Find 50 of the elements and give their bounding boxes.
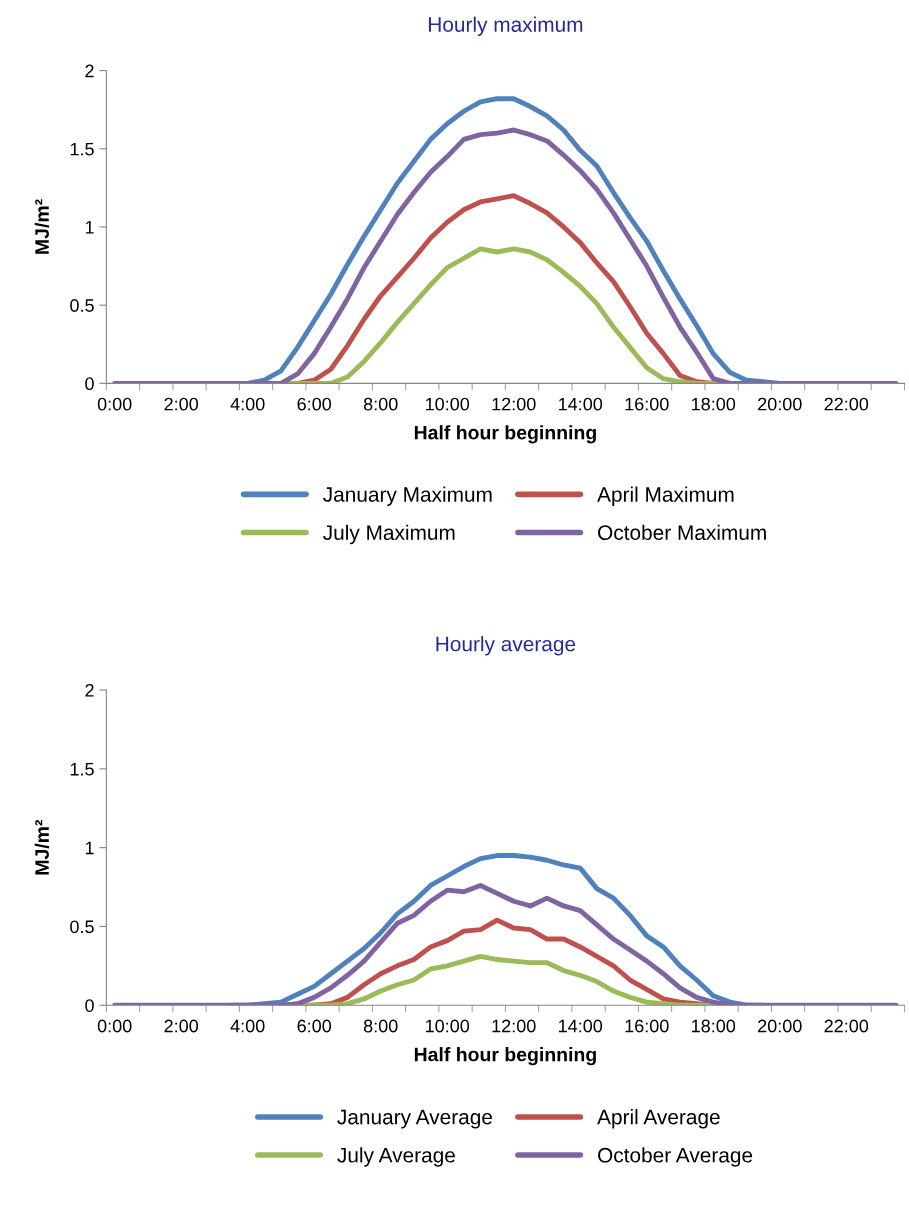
x-tick-label: 18:00 [692,397,736,411]
y-tick-label: 0 [85,999,94,1012]
chart-title: Hourly maximum [428,16,583,37]
x-tick-label: 4:00 [230,397,265,411]
y-tick-label: 0.5 [70,920,94,934]
legend-label: April Average [597,1109,720,1129]
line-series [112,127,899,384]
x-tick-label: 22:00 [824,1019,869,1033]
x-tick-label: 14:00 [559,397,603,411]
x-tick-label: 4:00 [230,1019,265,1033]
chart-title: Hourly average [436,636,576,656]
y-axis-title: MJ/m² [34,819,50,875]
x-tick-label: 20:00 [758,1019,802,1033]
x-tick-label: 10:00 [426,1019,470,1033]
y-tick-label: 1 [85,841,94,855]
x-tick-label: 8:00 [363,1019,398,1033]
x-tick-label: 14:00 [559,1019,603,1033]
y-tick-label: 1 [85,221,94,234]
legend-label: July Maximum [323,524,455,545]
x-tick-label: 2:00 [164,1019,199,1033]
line-series [112,883,899,1006]
legend-label: October Maximum [598,524,766,541]
y-tick-label: 2 [85,64,94,78]
y-tick-label: 1.5 [70,762,94,776]
x-axis-title: Half hour beginning [414,425,596,444]
legend-label: July Average [337,1147,455,1167]
legend-label: January Average [337,1109,492,1129]
x-tick-label: 16:00 [625,397,669,411]
x-tick-label: 10:00 [426,397,470,411]
legend-label: January Maximum [323,486,492,506]
x-tick-label: 0:00 [97,1019,132,1033]
x-tick-label: 6:00 [297,1019,332,1033]
x-tick-label: 16:00 [625,1019,669,1033]
y-tick-label: 0.5 [70,299,94,312]
y-tick-label: 2 [85,683,94,697]
x-tick-label: 2:00 [164,397,199,411]
legend-label: October Average [598,1147,753,1167]
y-tick-label: 0 [85,377,94,391]
x-tick-label: 22:00 [824,397,869,411]
x-axis-title: Half hour beginning [414,1047,596,1066]
y-axis-title: MJ/m² [34,199,50,254]
x-tick-label: 8:00 [363,397,398,411]
x-tick-label: 12:00 [492,397,536,411]
legend-label: April Maximum [597,486,734,506]
x-tick-label: 18:00 [692,1019,736,1033]
x-tick-label: 6:00 [297,397,332,411]
x-tick-label: 12:00 [492,1019,536,1033]
x-tick-label: 0:00 [97,397,132,411]
x-tick-label: 20:00 [758,397,802,411]
y-tick-label: 1.5 [70,142,94,156]
